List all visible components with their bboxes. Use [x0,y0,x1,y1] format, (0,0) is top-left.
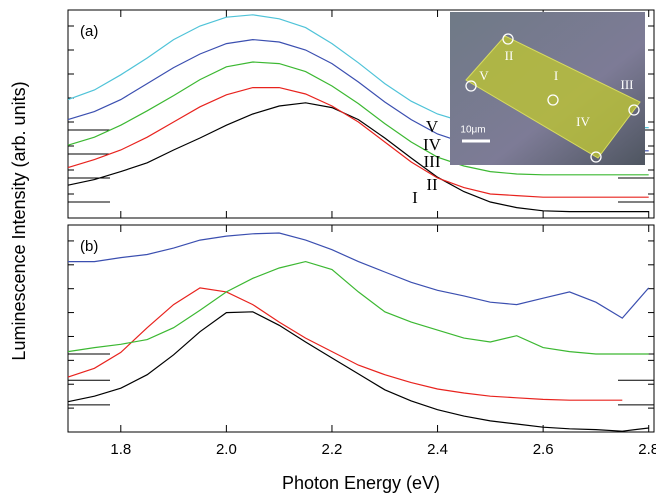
inset-label: III [621,77,634,92]
series-label: II [426,175,438,194]
x-axis-label: Photon Energy (eV) [282,473,440,493]
inset-label: II [505,48,514,63]
spectrum [67,311,649,432]
spectrum [67,102,649,213]
x-tick-label: 2.4 [427,441,448,458]
panel-b-frame [67,224,655,433]
x-tick-label: 2.8 [638,441,656,458]
flake [465,35,641,159]
spectrum [67,287,623,401]
inset-label: I [554,68,558,83]
x-tick-label: 2.6 [533,441,554,458]
spectrum [67,87,649,198]
panel-a-frame [67,9,655,219]
panel-label: (a) [80,23,98,40]
panel-label: (b) [80,238,98,255]
series-label: IV [423,135,442,154]
scale-label: 10μm [460,125,485,136]
x-tick-label: 1.8 [110,441,131,458]
spectrum [67,260,649,355]
x-tick-label: 2.0 [216,441,237,458]
series-label: III [424,152,441,171]
y-axis-label: Luminescence Intensity (arb. units) [9,81,29,360]
spectrum [67,61,649,176]
inset-label: V [479,68,489,83]
series-label: I [412,188,418,207]
inset-label: IV [576,114,590,129]
inset-circles [465,33,640,163]
x-tick-label: 2.2 [322,441,343,458]
series-label: V [426,117,439,136]
spectrum [68,232,650,319]
